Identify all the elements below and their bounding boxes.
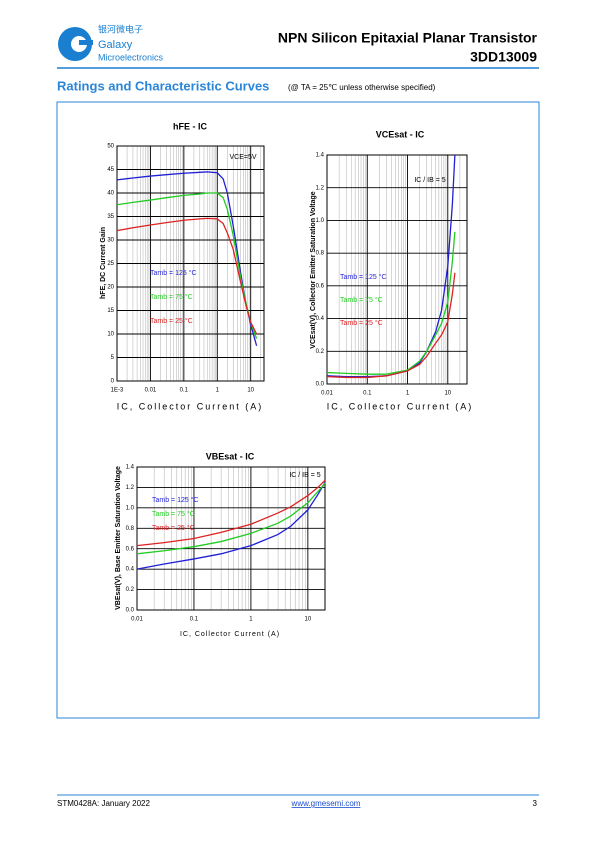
legend-entry: Tamb = 125 °C	[150, 269, 197, 277]
series-line	[116, 217, 258, 335]
y-tick-label: 45	[107, 167, 114, 173]
y-tick-label: 1.0	[126, 505, 135, 511]
x-tick-label: 0.01	[131, 617, 143, 623]
y-tick-label: 40	[107, 191, 114, 197]
y-tick-label: 35	[107, 214, 114, 220]
x-tick-label: 0.1	[180, 388, 189, 394]
series-line	[136, 482, 326, 555]
logo	[79, 40, 93, 45]
y-tick-label: 0.4	[316, 316, 325, 322]
y-tick-label: 0.8	[316, 251, 325, 257]
legend-entry: Tamb = 125 °C	[152, 496, 199, 504]
annotation: IC / IB = 5	[289, 472, 320, 479]
x-tick-label: 1	[216, 388, 220, 394]
y-axis-label: VCEsat(V), Collector Emitter Saturation …	[310, 191, 317, 349]
y-tick-label: 1.4	[126, 465, 135, 471]
page-number: 3	[533, 799, 538, 808]
series-line	[136, 479, 326, 547]
legend-entry: Tamb = 25 °C	[150, 317, 193, 325]
legend-entry: Tamb = 75 °C	[340, 296, 383, 304]
legend-entry: Tamb = 75 °C	[152, 510, 195, 518]
x-tick-label: 0.01	[145, 388, 157, 394]
y-tick-label: 1.2	[126, 485, 135, 491]
chart-title: VCEsat - IC	[376, 129, 425, 139]
y-tick-label: 25	[107, 261, 114, 267]
y-tick-label: 0.0	[316, 382, 325, 388]
x-tick-label: 1E-3	[111, 388, 124, 394]
x-tick-label: 10	[247, 388, 254, 394]
x-tick-label: 0.1	[190, 617, 199, 623]
x-tick-label: 0.1	[363, 391, 372, 397]
y-tick-label: 0.4	[126, 567, 135, 573]
section-note: (@ TA = 25℃ unless otherwise specified)	[288, 83, 436, 92]
legend-entry: Tamb = 125 °C	[340, 273, 387, 281]
y-tick-label: 0.6	[126, 546, 135, 552]
doc-title: NPN Silicon Epitaxial Planar Transistor	[278, 30, 538, 46]
y-tick-label: 0.2	[316, 349, 325, 355]
y-tick-label: 0.6	[316, 283, 325, 289]
series-line	[136, 481, 326, 570]
chart-title: hFE - IC	[173, 121, 207, 131]
legend-entry: Tamb = 25 °C	[340, 319, 383, 327]
y-tick-label: 0.2	[126, 587, 135, 593]
chart-title: VBEsat - IC	[206, 451, 255, 461]
series-line	[326, 231, 456, 375]
footer-doc: STM0428A: January 2022	[57, 799, 150, 808]
y-tick-label: 30	[107, 238, 114, 244]
y-tick-label: 5	[111, 355, 115, 361]
part-number: 3DD13009	[470, 49, 537, 65]
x-tick-label: 1	[249, 617, 253, 623]
x-tick-label: 0.01	[321, 391, 333, 397]
y-tick-label: 10	[107, 332, 114, 338]
footer-url[interactable]: www.gmesemi.com	[291, 799, 361, 808]
x-tick-label: 10	[305, 617, 312, 623]
y-tick-label: 15	[107, 308, 114, 314]
x-tick-label: 10	[444, 391, 451, 397]
company-cn: 银河微电子	[98, 23, 143, 34]
y-tick-label: 1.2	[316, 185, 325, 191]
series-line	[116, 192, 258, 339]
y-tick-label: 50	[107, 144, 114, 150]
company-sub: Microelectronics	[98, 52, 164, 62]
x-axis-label: IC, Collector Current (A)	[327, 401, 474, 411]
x-tick-label: 1	[406, 391, 410, 397]
y-tick-label: 20	[107, 285, 114, 291]
y-tick-label: 0.8	[126, 526, 135, 532]
y-axis-label: hFE, DC Current Gain	[100, 227, 107, 299]
section-title: Ratings and Characteristic Curves	[57, 78, 269, 93]
y-tick-label: 0.0	[126, 608, 135, 614]
y-axis-label: VBEsat(V), Base Emitter Saturation Volta…	[115, 466, 122, 610]
y-tick-label: 1.0	[316, 218, 325, 224]
annotation: VCE=5V	[229, 154, 256, 161]
y-tick-label: 0	[111, 379, 115, 385]
company: Galaxy	[98, 39, 133, 51]
frame	[56, 101, 540, 719]
y-tick-label: 1.4	[316, 153, 325, 159]
x-axis-label: IC, Collector Current (A)	[117, 401, 264, 411]
x-axis-label: IC, Collector Current (A)	[180, 631, 280, 638]
annotation: IC / IB = 5	[414, 177, 445, 184]
series-line	[326, 272, 456, 379]
legend-entry: Tamb = 75 °C	[150, 293, 193, 301]
legend-entry: Tamb = 25 °C	[152, 524, 195, 532]
